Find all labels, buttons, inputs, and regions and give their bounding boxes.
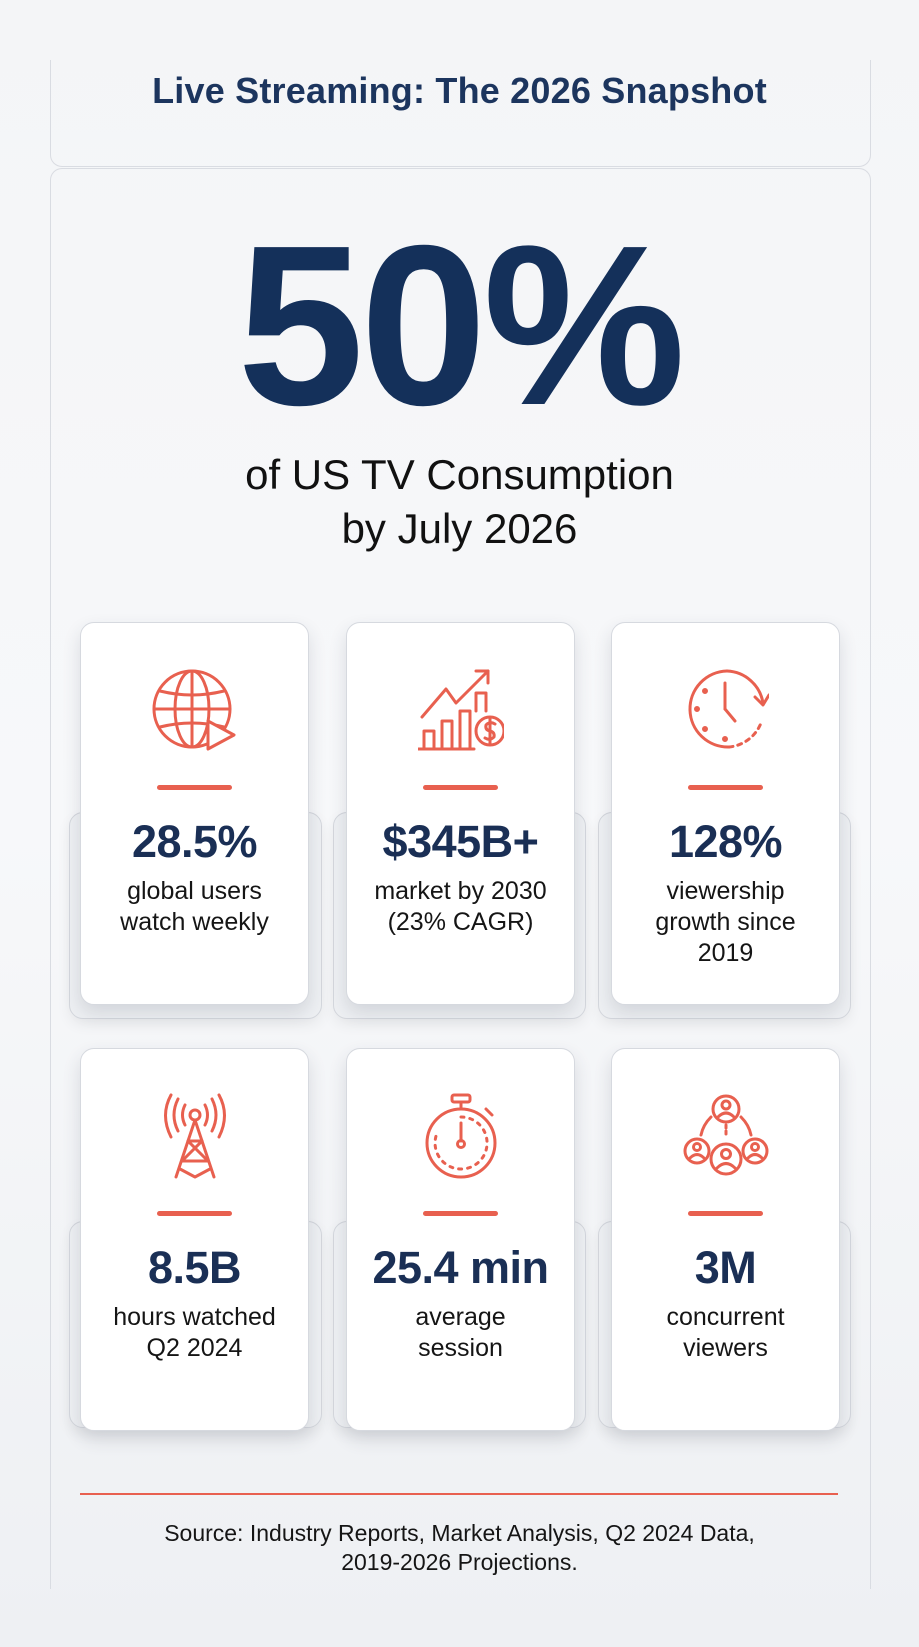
stat-label-line: market by 2030 [374,877,547,905]
stat-label-line: growth since [655,908,796,936]
stat-value: 25.4 min [372,1242,549,1293]
stat-label: viewership growth since 2019 [612,876,839,969]
source-line: Source: Industry Reports, Market Analysi… [164,1520,755,1546]
accent-bar [688,785,763,790]
stat-label: hours watched Q2 2024 [81,1302,308,1364]
broadcast-tower-icon [164,1093,226,1179]
stat-label: average session [347,1302,574,1364]
stat-card-market: $345B+ market by 2030 (23% CAGR) [346,622,575,1005]
stat-label-line: watch weekly [120,908,269,936]
stat-label-line: viewers [683,1334,768,1362]
stat-value: 3M [694,1242,757,1293]
accent-bar [688,1211,763,1216]
stat-label-line: hours watched [113,1303,276,1331]
growth-chart-dollar-icon [418,669,504,751]
stat-value: 28.5% [131,816,258,867]
stat-card-viewership-growth: 128% viewership growth since 2019 [611,622,840,1005]
stat-label-line: Q2 2024 [146,1334,243,1362]
stat-label-line: average [415,1303,506,1331]
stat-card-global-users: 28.5% global users watch weekly [80,622,309,1005]
hero-subtitle: of US TV Consumption by July 2026 [0,448,919,556]
stat-label-line: global users [127,877,262,905]
stopwatch-icon [425,1093,497,1179]
stat-value: 8.5B [147,1242,242,1293]
header-frame [50,60,871,167]
stat-label: global users watch weekly [81,876,308,938]
stat-label-line: viewership [666,877,785,905]
user-network-icon [683,1094,769,1176]
main-frame [50,168,871,1589]
stat-label: concurrent viewers [612,1302,839,1364]
stat-label: market by 2030 (23% CAGR) [347,876,574,938]
hero-subtitle-line2: by July 2026 [341,505,578,552]
hero-subtitle-line1: of US TV Consumption [245,451,674,498]
hero-value: 50% [237,199,685,453]
stat-label-line: (23% CAGR) [387,908,534,936]
source-line: 2019-2026 Projections. [341,1549,578,1575]
stat-card-average-session: 25.4 min average session [346,1048,575,1431]
globe-play-icon [152,669,236,751]
page-title: Live Streaming: The 2026 Snapshot [152,70,767,111]
stat-label-line: session [418,1334,503,1362]
stat-label-line: 2019 [697,939,754,967]
stat-label-line: concurrent [666,1303,785,1331]
stat-card-hours-watched: 8.5B hours watched Q2 2024 [80,1048,309,1431]
accent-bar [423,1211,498,1216]
accent-bar [157,1211,232,1216]
footer-divider [80,1493,838,1495]
stat-value: 128% [668,816,783,867]
source-note: Source: Industry Reports, Market Analysi… [0,1519,919,1577]
clock-arrow-icon [688,669,769,749]
accent-bar [423,785,498,790]
stat-card-concurrent-viewers: 3M concurrent viewers [611,1048,840,1431]
stat-value: $345B+ [382,816,539,867]
accent-bar [157,785,232,790]
